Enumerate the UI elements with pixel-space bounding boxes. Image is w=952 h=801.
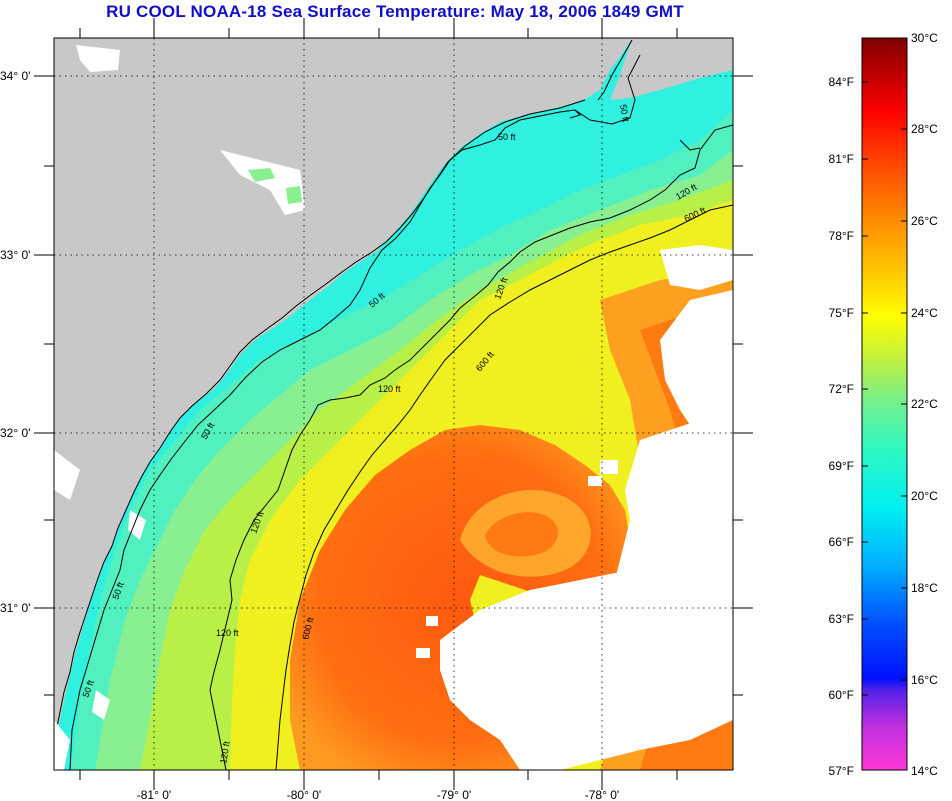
c-label: 30°C [911, 31, 938, 45]
f-label: 60°F [829, 688, 854, 702]
contour-label-120ft: 120 ft [216, 628, 239, 638]
contour-label-120ft: 120 ft [218, 740, 232, 764]
f-label: 81°F [829, 152, 854, 166]
f-label: 57°F [829, 764, 854, 778]
map-title: RU COOL NOAA-18 Sea Surface Temperature:… [106, 2, 684, 21]
latitude-labels: 34° 0' 33° 0' 32° 0' 31° 0' [0, 69, 30, 615]
axis-ticks [34, 18, 753, 790]
cloud-cover [54, 45, 733, 770]
contour-600ft [275, 204, 733, 770]
fahrenheit-labels: 84°F 81°F 78°F 75°F 72°F 69°F 66°F 63°F … [829, 75, 854, 778]
celsius-labels: 30°C 28°C 26°C 24°C 22°C 20°C 18°C 16°C … [911, 31, 938, 778]
lake [286, 186, 302, 204]
lat-label: 33° 0' [0, 248, 30, 262]
lat-label: 34° 0' [0, 69, 30, 83]
lat-label: 31° 0' [0, 601, 30, 615]
lon-label: -80° 0' [287, 788, 321, 801]
f-label: 75°F [829, 306, 854, 320]
c-label: 20°C [911, 489, 938, 503]
c-label: 22°C [911, 397, 938, 411]
contour-50ft [69, 54, 641, 770]
graticule [54, 38, 733, 770]
contour-120ft [209, 124, 733, 770]
lon-label: -78° 0' [585, 788, 619, 801]
f-label: 72°F [829, 382, 854, 396]
f-label: 63°F [829, 612, 854, 626]
f-label: 78°F [829, 229, 854, 243]
eddy-inner [485, 512, 558, 557]
contour-label-120ft: 120 ft [378, 384, 401, 394]
land [54, 38, 632, 760]
c-label: 24°C [911, 306, 938, 320]
sst-map: 50 ft 50 ft 50 ft 50 ft 50 ft 50 ft 120 … [54, 38, 733, 770]
lat-label: 32° 0' [0, 426, 30, 440]
map-frame [53, 37, 734, 771]
lake [248, 168, 275, 182]
colorbar-gradient [861, 37, 908, 771]
c-label: 16°C [911, 673, 938, 687]
longitude-labels: -81° 0' -80° 0' -79° 0' -78° 0' [137, 788, 619, 801]
c-label: 18°C [911, 581, 938, 595]
contour-label-50ft: 50 ft [618, 104, 631, 123]
lon-label: -81° 0' [137, 788, 171, 801]
depth-contours [69, 54, 733, 770]
colorbar: 84°F 81°F 78°F 75°F 72°F 69°F 66°F 63°F … [829, 31, 939, 778]
lon-label: -79° 0' [437, 788, 471, 801]
f-label: 84°F [829, 75, 854, 89]
c-label: 14°C [911, 764, 938, 778]
c-label: 26°C [911, 214, 938, 228]
cape-land [610, 38, 733, 100]
f-label: 66°F [829, 535, 854, 549]
f-label: 69°F [829, 459, 854, 473]
contour-label-50ft: 50 ft [498, 132, 516, 142]
c-label: 28°C [911, 122, 938, 136]
